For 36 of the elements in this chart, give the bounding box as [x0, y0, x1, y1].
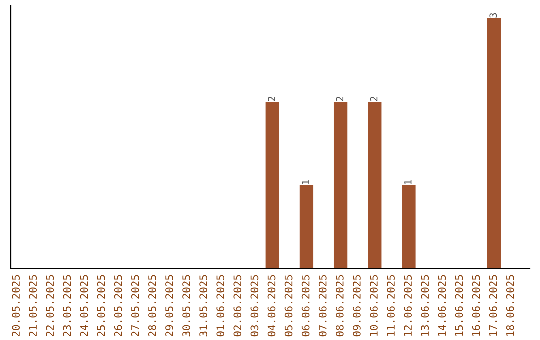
x-tick-label: 23.05.2025 [63, 275, 72, 336]
x-tick-label: 01.06.2025 [216, 275, 225, 337]
x-tick-label: 09.06.2025 [353, 275, 361, 337]
x-tick-label: 04.06.2025 [268, 275, 276, 337]
x-tick-label: 16.06.2025 [472, 275, 480, 336]
x-tick-label: 29.05.2025 [166, 275, 174, 336]
x-tick-label: 15.06.2025 [455, 275, 464, 336]
x-tick-label: 10.06.2025 [370, 275, 378, 336]
x-tick-label: 25.05.2025 [97, 275, 106, 336]
x-tick-label: 21.05.2025 [29, 275, 38, 336]
x-tick-label: 05.06.2025 [284, 275, 293, 337]
x-tick-label: 18.06.2025 [506, 275, 514, 336]
x-tick-label: 03.06.2025 [250, 275, 259, 337]
data-label: 2 [370, 96, 378, 102]
x-tick-label: 22.05.2025 [46, 275, 54, 336]
x-tick-label: 13.06.2025 [421, 275, 430, 336]
x-tick-label: 11.06.2025 [387, 275, 395, 336]
x-tick-label: 24.05.2025 [80, 275, 88, 336]
data-label: 2 [268, 96, 276, 102]
x-tick-label: 14.06.2025 [438, 275, 446, 336]
data-label: 2 [336, 96, 344, 102]
data-label: 1 [302, 180, 310, 184]
x-tick-label: 12.06.2025 [404, 275, 412, 336]
x-tick-label: 31.05.2025 [200, 275, 208, 337]
x-tick-label: 30.05.2025 [182, 275, 190, 337]
x-tick-label: 20.05.2025 [12, 275, 20, 336]
x-tick-label: 07.06.2025 [318, 275, 327, 337]
data-label: 3 [490, 13, 498, 18]
x-tick-label: 27.05.2025 [131, 275, 140, 336]
x-tick-label: 08.06.2025 [336, 275, 344, 337]
x-tick-label: 17.06.2025 [489, 275, 498, 336]
x-tick-label: 06.06.2025 [302, 275, 310, 337]
x-tick-label: 26.05.2025 [114, 275, 122, 336]
x-tick-label: 02.06.2025 [234, 275, 242, 337]
data-label: 1 [404, 180, 412, 184]
x-tick-label: 28.05.2025 [148, 275, 156, 336]
